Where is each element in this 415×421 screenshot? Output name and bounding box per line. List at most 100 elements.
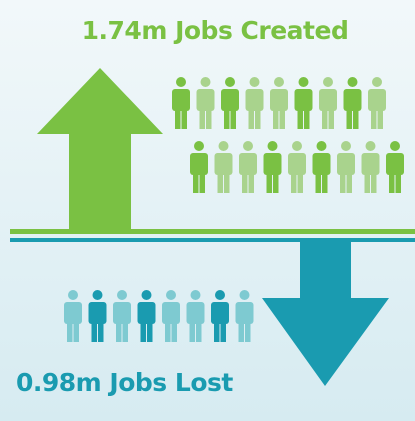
person-part (319, 89, 337, 111)
up-arrow (37, 68, 163, 234)
person-part (116, 320, 122, 342)
person-part (137, 302, 156, 324)
person-part (361, 153, 380, 175)
person-icon (337, 141, 355, 193)
person-part (292, 141, 302, 151)
person-part (200, 77, 211, 87)
person-part (122, 320, 128, 342)
person-part (323, 77, 333, 87)
person-icon (221, 77, 239, 129)
person-icon (88, 290, 107, 342)
person-part (175, 107, 181, 129)
person-part (346, 107, 352, 129)
person-part (190, 153, 208, 175)
person-icon (137, 290, 156, 342)
person-part (377, 107, 383, 129)
person-part (395, 171, 401, 193)
person-icon (263, 141, 282, 193)
person-part (291, 171, 297, 193)
person-part (166, 290, 176, 300)
person-icon (64, 290, 82, 342)
jobs-lost-title: 0.98m Jobs Lost (16, 368, 233, 397)
person-part (248, 171, 254, 193)
person-part (372, 77, 382, 87)
person-part (73, 320, 79, 342)
person-part (279, 107, 285, 129)
person-part (68, 290, 78, 300)
person-part (230, 107, 236, 129)
person-part (368, 89, 386, 111)
person-icon (270, 77, 288, 129)
person-part (67, 320, 73, 342)
person-part (273, 171, 279, 193)
person-part (322, 171, 328, 193)
person-part (371, 107, 377, 129)
person-part (176, 77, 186, 87)
person-part (214, 153, 233, 175)
person-part (141, 290, 152, 300)
person-part (239, 290, 250, 300)
person-part (371, 171, 377, 193)
person-part (221, 89, 239, 111)
person-part (217, 171, 223, 193)
person-part (263, 153, 282, 175)
person-part (248, 107, 254, 129)
person-icon (214, 141, 233, 193)
person-icon (239, 141, 257, 193)
person-part (297, 171, 303, 193)
person-part (117, 290, 127, 300)
person-part (267, 141, 278, 151)
person-icon (312, 141, 331, 193)
person-part (199, 107, 205, 129)
person-part (64, 302, 82, 324)
person-part (224, 171, 230, 193)
person-part (186, 302, 205, 324)
person-part (266, 171, 272, 193)
person-part (343, 89, 362, 111)
person-part (206, 107, 212, 129)
person-part (220, 320, 226, 342)
person-icon (235, 290, 254, 342)
person-part (273, 107, 279, 129)
person-part (322, 107, 328, 129)
person-part (364, 171, 370, 193)
person-icon (113, 290, 131, 342)
person-icon (211, 290, 229, 342)
person-part (312, 153, 331, 175)
person-icon (245, 77, 264, 129)
person-part (389, 171, 395, 193)
person-part (113, 302, 131, 324)
person-part (214, 320, 220, 342)
person-part (211, 302, 229, 324)
person-part (274, 77, 284, 87)
person-part (255, 107, 261, 129)
divider-teal (10, 238, 415, 242)
person-icon (386, 141, 404, 193)
person-part (218, 141, 229, 151)
person-icon (319, 77, 337, 129)
person-part (196, 89, 215, 111)
person-icon (190, 141, 208, 193)
person-part (390, 141, 400, 151)
person-icon (288, 141, 306, 193)
person-part (235, 302, 254, 324)
person-part (181, 107, 187, 129)
person-part (270, 89, 288, 111)
person-icon (294, 77, 313, 129)
person-part (353, 107, 359, 129)
person-part (196, 320, 202, 342)
person-part (249, 77, 260, 87)
person-part (365, 141, 376, 151)
person-part (172, 89, 190, 111)
person-part (316, 141, 327, 151)
person-part (162, 302, 180, 324)
person-part (238, 320, 244, 342)
person-part (386, 153, 404, 175)
person-part (242, 171, 248, 193)
person-part (347, 77, 358, 87)
person-part (340, 171, 346, 193)
person-part (92, 290, 103, 300)
person-part (147, 320, 153, 342)
